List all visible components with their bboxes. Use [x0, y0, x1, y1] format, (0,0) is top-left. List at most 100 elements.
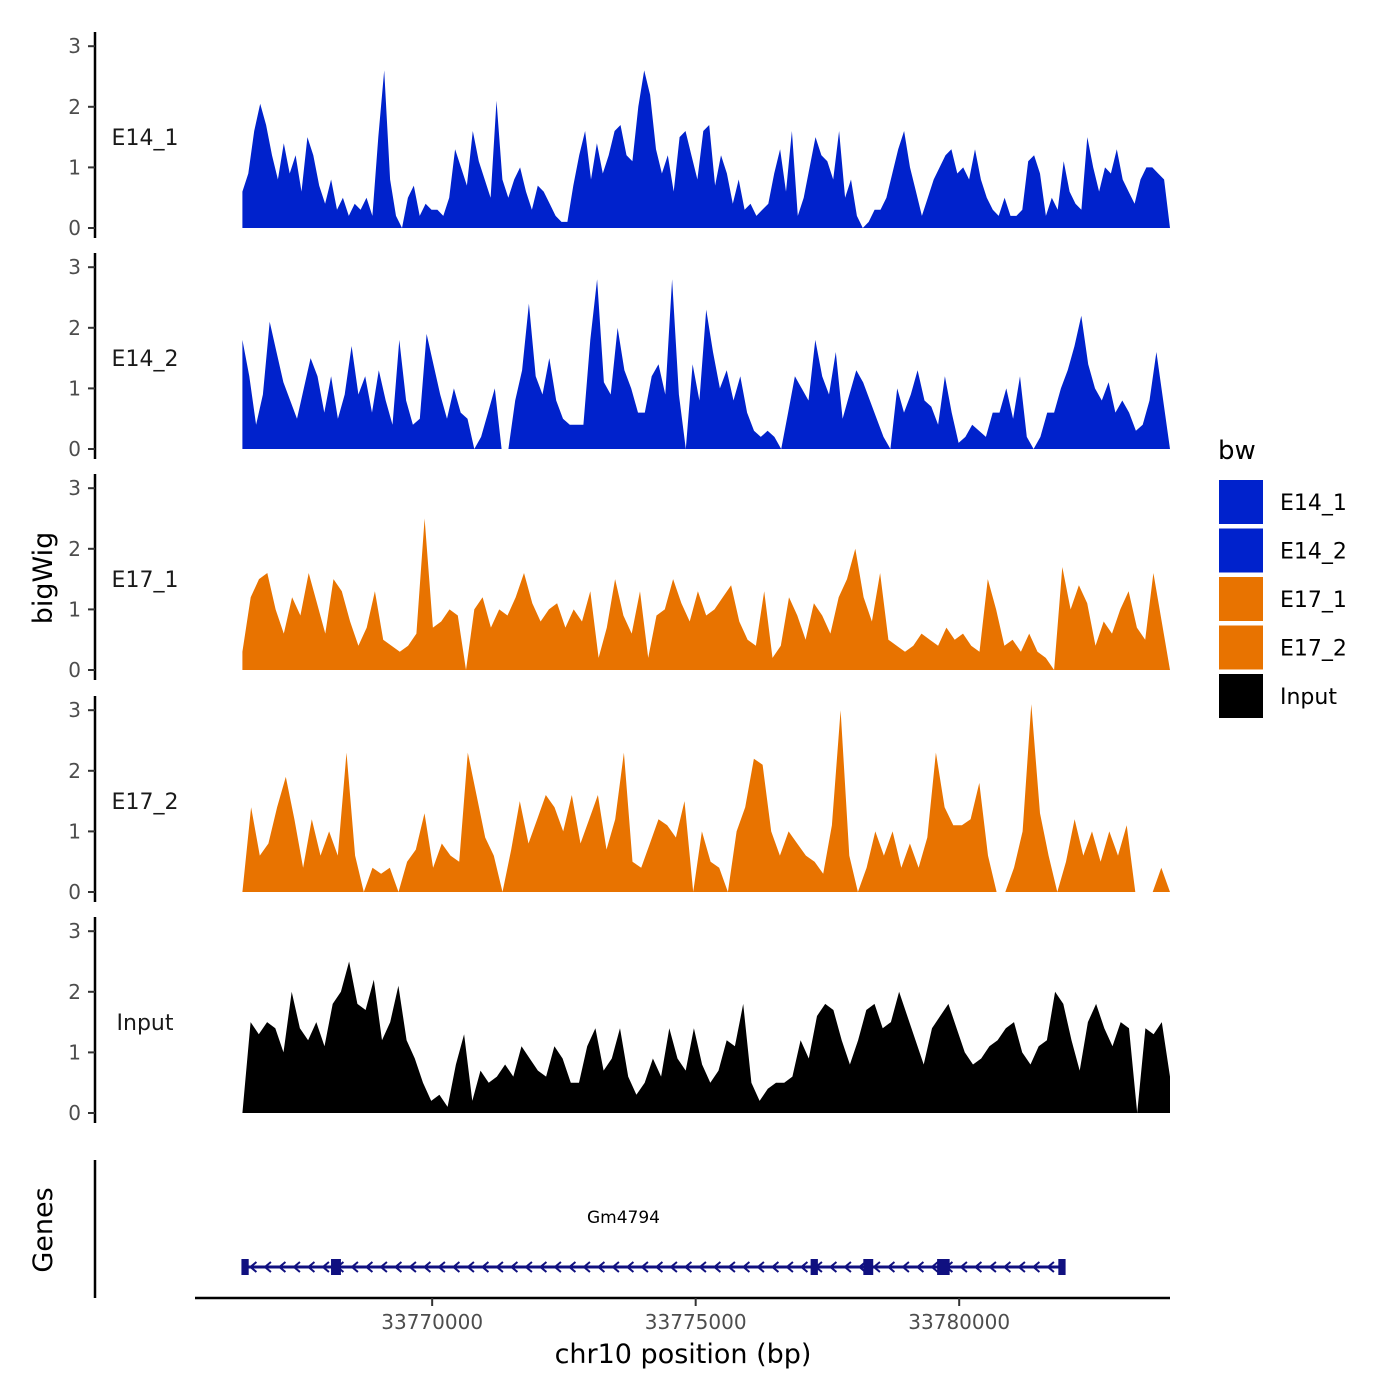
strand-arrow-icon: [538, 1261, 548, 1273]
strand-arrow-icon: [1017, 1261, 1026, 1273]
strand-arrow-icon: [509, 1261, 519, 1273]
strand-arrow-icon: [582, 1261, 591, 1273]
signal-area-E14_2: [242, 279, 1170, 449]
strand-arrow-icon: [480, 1261, 490, 1273]
strand-arrow-icon: [785, 1261, 794, 1273]
track-label-E17_2: E17_2: [112, 790, 179, 815]
track-E14_1: 0 1 2 3 E14_1: [68, 32, 1170, 240]
legend: bw E14_1 E14_2 E17_1 E17_2 Input: [1218, 436, 1347, 718]
gene-name-label: Gm4794: [587, 1208, 660, 1228]
exon-block: [937, 1259, 950, 1275]
legend-label-E14_1: E14_1: [1280, 491, 1347, 516]
y-tick-label: 0: [68, 880, 81, 904]
gene-Gm4794: Gm4794: [241, 1208, 1066, 1275]
strand-arrow-icon: [843, 1261, 852, 1273]
y-tick-label: 0: [68, 437, 81, 461]
strand-arrow-icon: [669, 1261, 678, 1273]
y-tick-label: 2: [68, 316, 81, 340]
y-tick-label: 1: [68, 597, 81, 621]
y-axis-title: bigWig: [28, 532, 59, 625]
strand-arrow-icon: [683, 1261, 693, 1273]
signal-area-Input: [242, 961, 1170, 1113]
legend-swatch-E17_2: [1219, 625, 1263, 670]
legend-label-E14_2: E14_2: [1280, 540, 1347, 565]
exon-block: [810, 1259, 818, 1275]
strand-arrow-icon: [712, 1261, 722, 1273]
y-tick-label: 1: [68, 376, 81, 400]
strand-arrow-icon: [901, 1261, 910, 1273]
y-tick-label: 1: [68, 155, 81, 179]
exon-block: [241, 1259, 249, 1275]
strand-arrow-icon: [379, 1261, 388, 1273]
strand-arrow-icon: [277, 1261, 287, 1273]
strand-arrow-icon: [553, 1261, 562, 1273]
strand-arrow-icon: [640, 1261, 649, 1273]
signal-area-E14_1: [242, 70, 1170, 229]
track-Input: 0 1 2 3 Input: [68, 917, 1170, 1125]
y-tick-label: 0: [68, 658, 81, 682]
strand-arrow-icon: [654, 1261, 664, 1273]
strand-arrow-icon: [828, 1261, 838, 1273]
strand-arrow-icon: [1031, 1261, 1041, 1273]
legend-label-E17_1: E17_1: [1280, 588, 1347, 613]
exon-block: [1058, 1259, 1066, 1275]
strand-arrow-icon: [799, 1261, 809, 1273]
strand-arrow-icon: [727, 1261, 736, 1273]
legend-swatch-E17_1: [1219, 577, 1263, 621]
legend-swatch-E14_1: [1219, 480, 1263, 524]
strand-arrow-icon: [524, 1261, 533, 1273]
strand-arrow-icon: [408, 1261, 417, 1273]
strand-arrow-icon: [422, 1261, 432, 1273]
legend-swatch-Input: [1219, 674, 1263, 718]
strand-arrow-icon: [263, 1261, 272, 1273]
strand-arrow-icon: [364, 1261, 374, 1273]
strand-arrow-icon: [886, 1261, 896, 1273]
strand-arrow-icon: [770, 1261, 780, 1273]
legend-swatch-E14_2: [1219, 528, 1263, 573]
strand-arrow-icon: [437, 1261, 446, 1273]
y-tick-label: 3: [68, 34, 81, 58]
strand-arrow-icon: [292, 1261, 301, 1273]
legend-label-Input: Input: [1280, 685, 1337, 710]
strand-arrow-icon: [321, 1261, 330, 1273]
x-tick-label: 33780000: [908, 1310, 1010, 1334]
signal-area-E17_1: [242, 518, 1170, 670]
track-label-Input: Input: [117, 1011, 174, 1036]
y-tick-label: 2: [68, 759, 81, 783]
x-tick-label: 33770000: [381, 1310, 483, 1334]
strand-arrow-icon: [596, 1261, 606, 1273]
legend-title: bw: [1218, 436, 1256, 466]
strand-arrow-icon: [959, 1261, 968, 1273]
x-tick-label: 33775000: [645, 1310, 747, 1334]
strand-arrow-icon: [988, 1261, 997, 1273]
strand-arrow-icon: [625, 1261, 635, 1273]
exon-block: [331, 1259, 341, 1275]
exon-block: [863, 1259, 874, 1275]
strand-arrow-icon: [611, 1261, 620, 1273]
strand-arrow-icon: [1046, 1261, 1055, 1273]
y-tick-label: 2: [68, 95, 81, 119]
y-tick-label: 1: [68, 819, 81, 843]
strand-arrow-icon: [495, 1261, 504, 1273]
y-tick-label: 3: [68, 476, 81, 500]
y-tick-label: 0: [68, 216, 81, 240]
strand-arrow-icon: [872, 1261, 881, 1273]
y-tick-label: 3: [68, 919, 81, 943]
strand-arrow-icon: [1002, 1261, 1012, 1273]
y-tick-label: 2: [68, 980, 81, 1004]
x-axis: chr10 position (bp) 33770000 33775000 3378…: [195, 1296, 1170, 1370]
tracks-layer: 0 1 2 3 E14_1 0 1 2 3 E14_2 0 1 2 3 E17_1 0 1 2 3 E17_2 0 1 2 3…: [68, 32, 1170, 1125]
gene-track: Genes Gm4794: [28, 1160, 1066, 1298]
strand-arrow-icon: [973, 1261, 983, 1273]
y-tick-label: 1: [68, 1040, 81, 1064]
strand-arrow-icon: [393, 1261, 403, 1273]
legend-label-E17_2: E17_2: [1280, 637, 1347, 662]
y-tick-label: 0: [68, 1101, 81, 1125]
y-tick-label: 3: [68, 698, 81, 722]
strand-arrow-icon: [698, 1261, 707, 1273]
strand-arrow-icon: [350, 1261, 359, 1273]
strand-arrow-icon: [567, 1261, 577, 1273]
strand-arrow-icon: [451, 1261, 461, 1273]
strand-arrow-icon: [741, 1261, 751, 1273]
